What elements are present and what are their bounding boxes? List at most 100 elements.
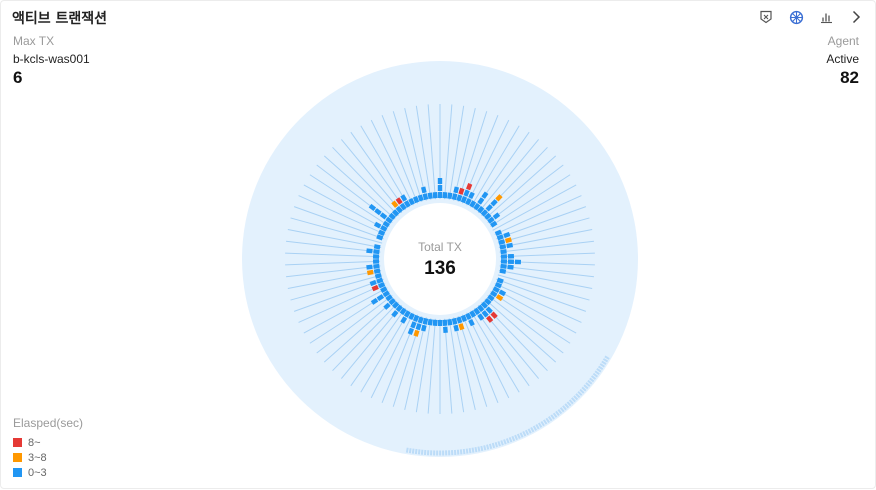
transaction-bar-segment[interactable]: [391, 200, 399, 208]
transaction-bar-segment[interactable]: [432, 192, 438, 199]
transaction-bar-segment[interactable]: [494, 281, 503, 289]
transaction-bar-segment[interactable]: [500, 249, 507, 255]
transaction-bar-segment[interactable]: [420, 186, 427, 194]
transaction-bar-segment[interactable]: [407, 327, 415, 335]
transaction-bar-segment[interactable]: [366, 269, 374, 276]
transaction-bar-segment[interactable]: [490, 290, 498, 298]
transaction-bar-segment[interactable]: [460, 314, 468, 322]
transaction-bar-segment[interactable]: [427, 318, 433, 326]
transaction-bar-segment[interactable]: [376, 277, 384, 284]
transaction-bar-segment[interactable]: [422, 193, 429, 201]
transaction-bar-segment[interactable]: [451, 193, 458, 201]
transaction-bar-segment[interactable]: [494, 229, 503, 237]
transaction-bar-segment[interactable]: [456, 316, 463, 324]
legend-item-8plus[interactable]: 8~: [13, 435, 83, 450]
transaction-bar-segment[interactable]: [480, 301, 489, 309]
transaction-bar-segment[interactable]: [379, 212, 388, 220]
transaction-bar-segment[interactable]: [399, 307, 407, 316]
transaction-bar-segment[interactable]: [412, 196, 420, 204]
transaction-bar-segment[interactable]: [437, 185, 443, 191]
transaction-bar-segment[interactable]: [373, 244, 381, 250]
transaction-bar-segment[interactable]: [370, 297, 379, 305]
transaction-bar-segment[interactable]: [485, 204, 493, 212]
transaction-bar-segment[interactable]: [373, 263, 380, 269]
transaction-bar-segment[interactable]: [456, 194, 463, 202]
legend-item-0to3[interactable]: 0~3: [13, 465, 83, 480]
transaction-bar-segment[interactable]: [496, 277, 504, 284]
transaction-bar-segment[interactable]: [465, 312, 472, 321]
transaction-bar-segment[interactable]: [395, 197, 403, 205]
transaction-bar-segment[interactable]: [395, 304, 403, 313]
max-tx-agent[interactable]: b-kcls-was001: [13, 52, 90, 66]
transaction-bar-segment[interactable]: [481, 191, 489, 199]
transaction-bar-segment[interactable]: [413, 329, 420, 337]
transaction-bar-segment[interactable]: [451, 317, 458, 325]
transaction-bar-segment[interactable]: [395, 205, 403, 214]
transaction-bar-segment[interactable]: [484, 212, 492, 221]
transaction-bar-segment[interactable]: [487, 216, 495, 224]
transaction-bar-segment[interactable]: [458, 323, 465, 331]
transaction-bar-segment[interactable]: [366, 248, 373, 254]
transaction-bar-segment[interactable]: [481, 310, 489, 318]
transaction-bar-segment[interactable]: [373, 268, 381, 274]
transaction-bar-segment[interactable]: [447, 192, 453, 200]
transaction-bar-segment[interactable]: [473, 307, 481, 316]
transaction-bar-segment[interactable]: [437, 178, 443, 184]
transaction-bar-segment[interactable]: [377, 281, 386, 289]
legend-item-3to8[interactable]: 3~8: [13, 450, 83, 465]
bar-chart-icon[interactable]: [817, 8, 835, 26]
transaction-bar-segment[interactable]: [495, 194, 503, 202]
transaction-bar-segment[interactable]: [382, 220, 390, 228]
transaction-bar-segment[interactable]: [514, 259, 522, 265]
transaction-bar-segment[interactable]: [500, 259, 508, 264]
transaction-bar-segment[interactable]: [400, 316, 408, 324]
transaction-bar-segment[interactable]: [427, 192, 433, 200]
transaction-bar-segment[interactable]: [499, 268, 507, 274]
transaction-bar-segment[interactable]: [391, 301, 400, 309]
transaction-bar-segment[interactable]: [506, 242, 514, 249]
transaction-bar-segment[interactable]: [388, 297, 396, 306]
transaction-bar-segment[interactable]: [507, 264, 514, 270]
transaction-bar-segment[interactable]: [458, 187, 465, 195]
transaction-bar-segment[interactable]: [382, 290, 390, 298]
transaction-bar-segment[interactable]: [377, 229, 386, 237]
transaction-bar-segment[interactable]: [477, 205, 485, 214]
transaction-bar-segment[interactable]: [453, 324, 460, 332]
transaction-bar-segment[interactable]: [376, 234, 384, 241]
transaction-bar-segment[interactable]: [465, 197, 472, 206]
transaction-bar-segment[interactable]: [469, 200, 477, 208]
transaction-bar-segment[interactable]: [447, 318, 453, 326]
transaction-bar-segment[interactable]: [473, 202, 481, 211]
transaction-bar-segment[interactable]: [492, 286, 500, 293]
transaction-bar-segment[interactable]: [507, 253, 515, 259]
transaction-bar-segment[interactable]: [388, 212, 396, 221]
transaction-bar-segment[interactable]: [403, 200, 411, 208]
transaction-bar-segment[interactable]: [480, 209, 489, 217]
transaction-bar-segment[interactable]: [432, 319, 438, 326]
transaction-bar-segment[interactable]: [403, 310, 411, 318]
shield-x-icon[interactable]: [757, 8, 775, 26]
transaction-bar-segment[interactable]: [437, 320, 443, 326]
transaction-bar-segment[interactable]: [477, 197, 485, 205]
transaction-bar-segment[interactable]: [460, 196, 468, 204]
transaction-bar-segment[interactable]: [490, 220, 498, 228]
transaction-bar-segment[interactable]: [410, 321, 417, 329]
transaction-bar-segment[interactable]: [385, 216, 393, 224]
transaction-bar-segment[interactable]: [499, 244, 507, 250]
transaction-bar-segment[interactable]: [485, 306, 493, 314]
transaction-bar-segment[interactable]: [463, 189, 470, 197]
transaction-bar-segment[interactable]: [371, 284, 379, 292]
transaction-bar-segment[interactable]: [380, 286, 388, 293]
transaction-bar-segment[interactable]: [399, 202, 407, 211]
transaction-bar-segment[interactable]: [373, 221, 382, 229]
transaction-bar-segment[interactable]: [490, 311, 498, 319]
transaction-bar-segment[interactable]: [412, 314, 420, 322]
transaction-bar-segment[interactable]: [498, 239, 506, 245]
transaction-bar-segment[interactable]: [490, 199, 498, 207]
transaction-bar-segment[interactable]: [484, 297, 492, 306]
transaction-bar-segment[interactable]: [391, 209, 400, 217]
transaction-bar-segment[interactable]: [496, 234, 504, 241]
wheel-icon[interactable]: [787, 8, 805, 26]
transaction-bar-segment[interactable]: [408, 312, 415, 321]
transaction-bar-segment[interactable]: [500, 263, 507, 269]
